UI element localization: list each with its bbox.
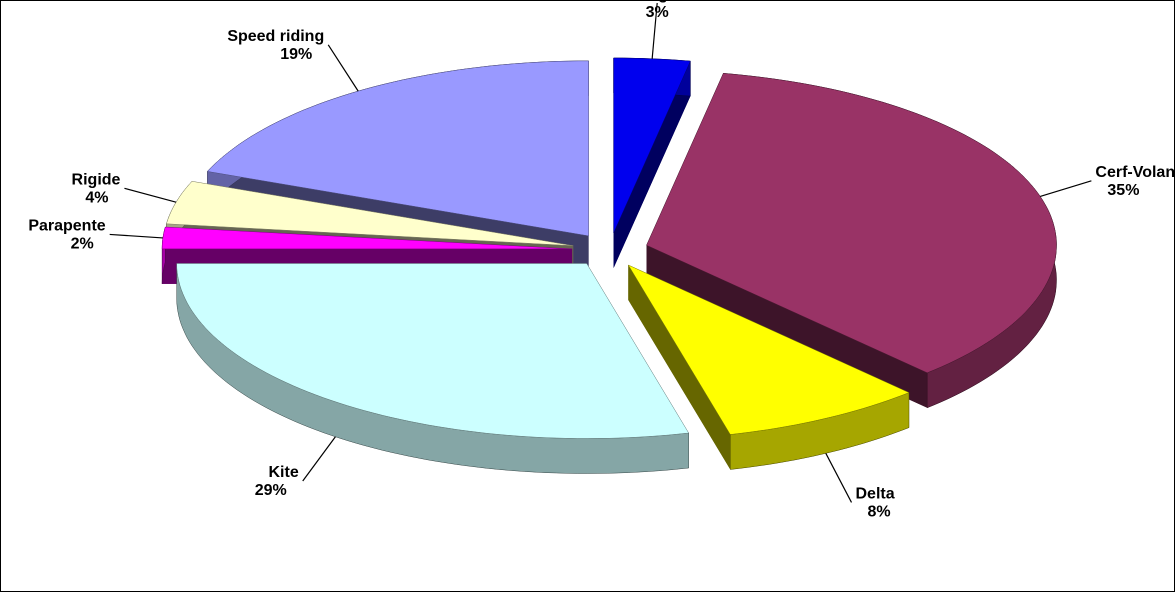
slice xyxy=(627,264,910,470)
slice-label: Delta xyxy=(856,485,895,502)
slice-value-label: 19% xyxy=(280,46,312,63)
leader-line xyxy=(651,2,658,59)
slice-value-label: 35% xyxy=(1107,182,1139,199)
slice xyxy=(176,263,690,474)
leader-line xyxy=(109,233,163,239)
leader-line xyxy=(302,436,336,482)
leader-line xyxy=(825,453,853,503)
slice-label: Cerf-Volant xyxy=(1095,164,1175,181)
slice-wall xyxy=(613,61,691,268)
slice-value-label: 29% xyxy=(255,482,287,499)
slice xyxy=(176,263,690,439)
leader-line xyxy=(1040,180,1092,197)
slice-wall xyxy=(646,245,928,408)
slice xyxy=(161,226,573,250)
slice xyxy=(627,264,910,435)
leader-line xyxy=(327,44,359,92)
slice-value-label: 4% xyxy=(85,189,108,206)
slice-value-label: 3% xyxy=(646,4,669,21)
slice-label: Rigide xyxy=(72,171,121,188)
slice xyxy=(646,73,1057,409)
slice-wall xyxy=(628,265,731,470)
slice-label: Parapente xyxy=(28,217,105,234)
slice-label: Cage xyxy=(638,0,677,3)
slice xyxy=(646,73,1057,374)
slice xyxy=(613,57,691,234)
slice-label: Speed riding xyxy=(227,28,324,45)
slice-label: Kite xyxy=(269,464,299,481)
slice xyxy=(166,181,574,246)
slice-value-label: 8% xyxy=(868,503,891,520)
slice-value-label: 2% xyxy=(71,235,94,252)
slice xyxy=(613,57,691,268)
leader-line xyxy=(124,187,177,203)
